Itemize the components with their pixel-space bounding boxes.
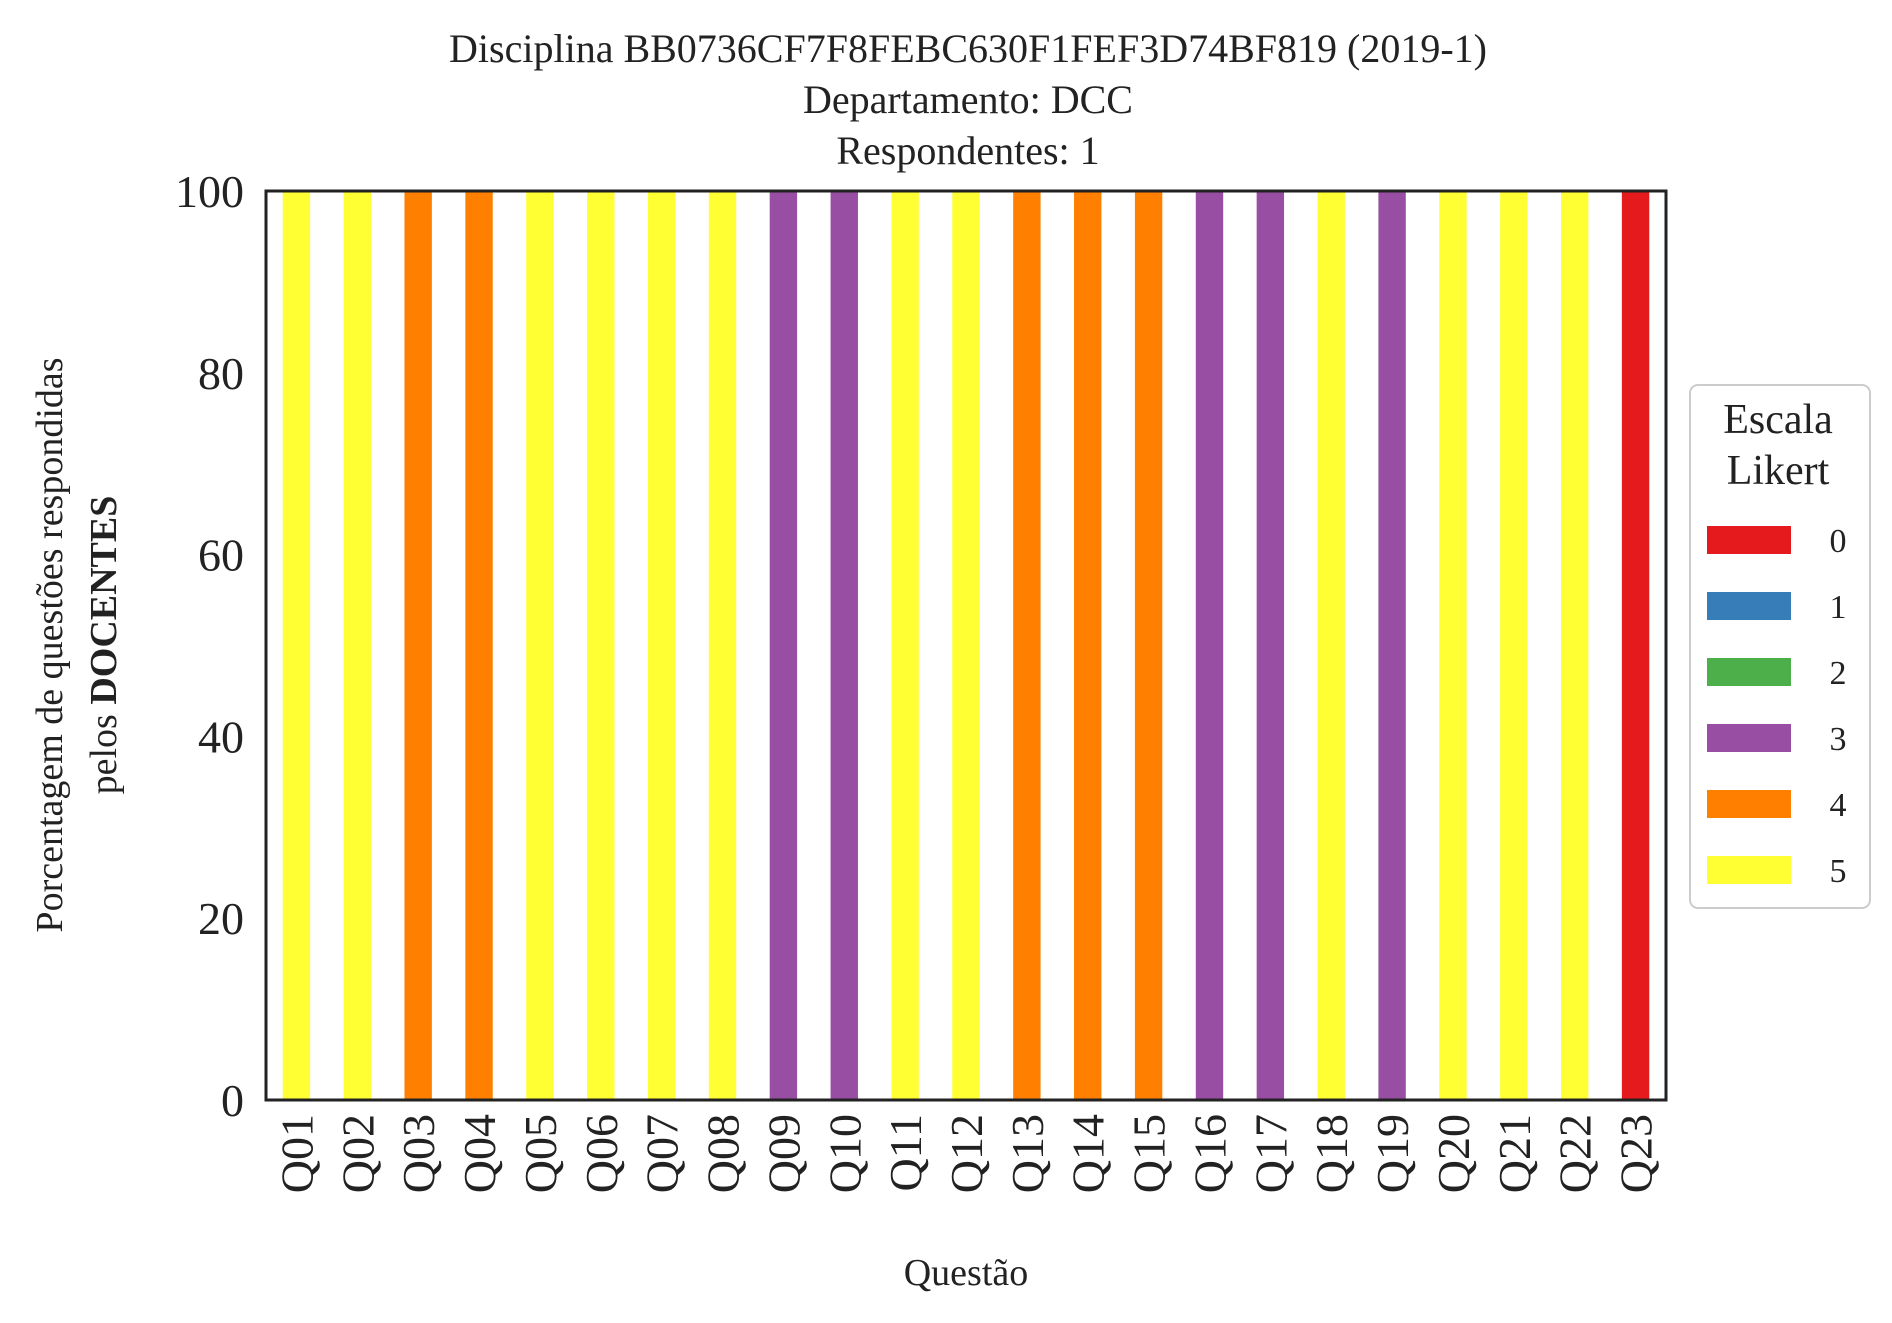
x-tick-label-q04: Q04 — [454, 1114, 505, 1193]
y-axis-label-line-1: Porcentagem de questões respondidas — [29, 357, 71, 932]
legend-swatch-3 — [1707, 724, 1791, 752]
legend-swatch-1 — [1707, 592, 1791, 620]
x-tick-label-q09: Q09 — [758, 1114, 809, 1193]
bar-q19-scale-3 — [1378, 191, 1406, 1100]
x-tick-label-q10: Q10 — [819, 1114, 870, 1193]
x-tick-label-q07: Q07 — [637, 1114, 688, 1193]
bar-q09-scale-3 — [769, 191, 798, 1100]
legend-title-line-2: Likert — [1727, 448, 1830, 494]
bar-q04-scale-4 — [465, 191, 493, 1100]
x-tick-label-q05: Q05 — [515, 1114, 566, 1193]
bar-q23-scale-0 — [1621, 191, 1650, 1100]
bar-q12-scale-5 — [952, 191, 980, 1100]
x-tick-label-q12: Q12 — [941, 1114, 992, 1193]
bar-q15-scale-4 — [1134, 191, 1163, 1100]
title-line-2: Departamento: DCC — [803, 77, 1133, 122]
bar-q06-scale-5 — [587, 191, 615, 1100]
x-tick-label-q21: Q21 — [1489, 1114, 1540, 1193]
bar-q17-scale-3 — [1256, 191, 1285, 1100]
legend-title-line-1: Escala — [1723, 397, 1833, 443]
x-tick-label-q22: Q22 — [1550, 1114, 1601, 1193]
y-tick-label-20: 20 — [198, 893, 244, 944]
x-tick-label-q02: Q02 — [332, 1114, 383, 1193]
y-axis-label-bold: DOCENTES — [83, 496, 125, 705]
legend-label-3: 3 — [1830, 721, 1847, 758]
x-tick-label-q23: Q23 — [1611, 1114, 1662, 1193]
y-tick-label-60: 60 — [198, 530, 244, 581]
bar-q21-scale-5 — [1500, 191, 1528, 1100]
bar-q16-scale-3 — [1195, 191, 1224, 1100]
legend-label-0: 0 — [1830, 523, 1847, 560]
y-axis-label-prefix: pelos — [83, 705, 125, 795]
x-tick-label-q15: Q15 — [1124, 1114, 1175, 1193]
y-axis-label: Porcentagem de questões respondidas — [29, 357, 71, 932]
x-tick-label-q18: Q18 — [1306, 1114, 1357, 1193]
legend-swatch-4 — [1707, 790, 1791, 818]
y-tick-label-80: 80 — [198, 348, 244, 399]
y-tick-label-100: 100 — [175, 166, 244, 217]
x-tick-label-q20: Q20 — [1428, 1114, 1479, 1193]
legend-label-1: 1 — [1830, 589, 1847, 626]
legend: Escala Likert 0 1 2 3 4 5 — [1689, 384, 1871, 909]
y-tick-labels: 0 20 40 60 80 100 — [175, 166, 244, 1126]
bar-q08-scale-5 — [708, 191, 737, 1100]
title-line-3: Respondentes: 1 — [836, 128, 1099, 173]
chart-title: Disciplina BB0736CF7F8FEBC630F1FEF3D74BF… — [449, 26, 1487, 173]
y-tick-label-0: 0 — [221, 1075, 244, 1126]
legend-label-2: 2 — [1830, 655, 1847, 692]
x-tick-label-q19: Q19 — [1367, 1114, 1418, 1193]
x-axis-label: Questão — [904, 1252, 1029, 1294]
bar-q01-scale-5 — [282, 191, 311, 1100]
x-tick-label-q13: Q13 — [1002, 1114, 1053, 1193]
title-line-1: Disciplina BB0736CF7F8FEBC630F1FEF3D74BF… — [449, 26, 1487, 71]
x-tick-label-q16: Q16 — [1184, 1114, 1235, 1193]
legend-swatch-2 — [1707, 658, 1791, 686]
legend-frame — [1689, 384, 1871, 909]
legend-swatch-5 — [1707, 856, 1791, 884]
bar-q13-scale-4 — [1013, 191, 1041, 1100]
x-tick-labels: Q01 Q02 Q03 Q04 Q05 Q06 Q07 Q08 Q09 Q10 Q11 Q12 Q13 Q… — [271, 1114, 1661, 1193]
x-tick-label-q03: Q03 — [393, 1114, 444, 1193]
y-axis-label-line-2: pelos DOCENTES — [83, 496, 125, 795]
x-tick-label-q17: Q17 — [1245, 1114, 1296, 1193]
y-axis-label-2: pelos DOCENTES — [83, 496, 125, 795]
bar-q05-scale-5 — [526, 191, 554, 1100]
legend-label-4: 4 — [1830, 787, 1847, 824]
bar-q14-scale-4 — [1074, 191, 1102, 1100]
bar-q07-scale-5 — [647, 191, 676, 1100]
x-tick-label-q11: Q11 — [880, 1114, 931, 1192]
x-tick-label-q01: Q01 — [271, 1114, 322, 1193]
bar-q20-scale-5 — [1439, 191, 1467, 1100]
bar-q22-scale-5 — [1561, 191, 1589, 1100]
x-tick-label-q14: Q14 — [1063, 1114, 1114, 1193]
legend-label-5: 5 — [1830, 853, 1847, 890]
bars-layer — [282, 191, 1650, 1100]
bar-q03-scale-4 — [404, 191, 432, 1100]
x-tick-label-q08: Q08 — [698, 1114, 749, 1193]
plot-frame — [264, 189, 1668, 1102]
legend-items: 0 1 2 3 4 5 — [1707, 523, 1847, 890]
y-tick-label-40: 40 — [198, 711, 244, 762]
legend-swatch-0 — [1707, 526, 1791, 554]
bar-q02-scale-5 — [343, 191, 371, 1100]
x-tick-label-q06: Q06 — [576, 1114, 627, 1193]
bar-q11-scale-5 — [891, 191, 919, 1100]
bar-q10-scale-3 — [830, 191, 858, 1100]
bar-q18-scale-5 — [1317, 191, 1345, 1100]
